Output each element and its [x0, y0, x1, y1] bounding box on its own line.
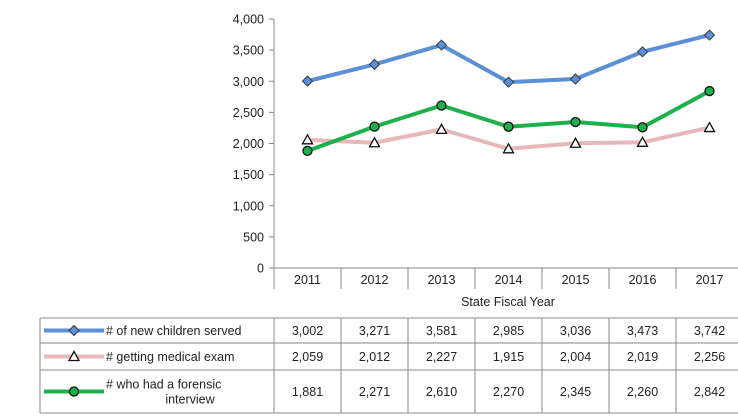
table-cell-value: 2,985	[493, 324, 524, 338]
series-group	[301, 29, 716, 157]
x-axis-title: State Fiscal Year	[461, 295, 555, 309]
table-cell-value: 3,742	[694, 324, 725, 338]
table-cell-value: 1,881	[292, 385, 323, 399]
table-cell-value: 2,345	[560, 385, 591, 399]
y-axis: 0 500 1,000 1,500 2,000 2,500 3,000 3,500 4,000	[233, 13, 275, 276]
table-cell-value: 2,842	[694, 385, 725, 399]
y-tick-label: 1,000	[233, 199, 264, 213]
data-point	[502, 76, 515, 88]
data-point	[503, 121, 514, 132]
y-tick-label: 4,000	[233, 13, 264, 27]
legend-key-marker	[68, 324, 80, 337]
x-tick-label: 2017	[696, 273, 724, 287]
data-point	[569, 136, 582, 148]
table-cell-value: 2,004	[560, 350, 591, 364]
data-point	[369, 121, 380, 132]
data-point	[436, 100, 447, 111]
series-line	[307, 33, 710, 85]
series-3	[302, 85, 715, 157]
table-cell-value: 3,036	[560, 324, 591, 338]
data-point	[636, 46, 649, 58]
data-point	[703, 29, 716, 41]
series-2	[301, 121, 716, 154]
table-cell-value: 1,915	[493, 350, 524, 364]
data-point	[570, 116, 581, 128]
table-cell-value: 3,473	[627, 324, 658, 338]
data-point	[302, 145, 313, 157]
table-cell-value: 3,581	[426, 324, 457, 338]
table-cell-value: 2,270	[493, 385, 524, 399]
data-point	[435, 39, 448, 51]
table-cell-value: 2,227	[426, 350, 457, 364]
data-point	[301, 133, 314, 145]
x-tick-label: 2015	[562, 273, 590, 287]
legend-label: # of new children served	[106, 324, 242, 338]
data-point	[301, 75, 314, 87]
y-tick-label: 1,500	[233, 168, 264, 182]
data-point	[368, 136, 381, 148]
table-cell-value: 2,012	[359, 350, 390, 364]
legend-key	[44, 324, 104, 337]
data-point	[703, 121, 716, 133]
legend-label: interview	[165, 393, 215, 407]
x-tick-label: 2016	[629, 273, 657, 287]
data-point	[569, 73, 582, 85]
x-tick-label: 2012	[361, 273, 389, 287]
x-tick-label: 2011	[294, 273, 321, 287]
table-cell-value: 2,019	[627, 350, 658, 364]
y-tick-label: 3,000	[233, 75, 264, 89]
y-tick-label: 0	[257, 262, 264, 276]
y-tick-label: 3,500	[233, 44, 264, 58]
data-point	[636, 135, 649, 147]
legend-key	[44, 350, 104, 362]
legend-key-marker	[68, 386, 80, 397]
legend-label: # who had a forensic	[106, 378, 221, 392]
legend-key	[44, 386, 104, 397]
y-tick-label: 2,000	[233, 137, 264, 151]
table-cell-value: 2,059	[292, 350, 323, 364]
data-table: 2011 2012 2013 2014 2015 2016 2017 # of new chi…	[39, 267, 738, 414]
data-point	[435, 123, 448, 135]
table-cell-value: 3,002	[292, 324, 323, 338]
x-tick-label: 2013	[428, 273, 456, 287]
data-point	[637, 122, 648, 133]
table-cell-value: 2,271	[359, 385, 390, 399]
data-point	[368, 58, 381, 71]
y-tick-label: 500	[243, 230, 264, 244]
table-cell-value: 2,610	[426, 385, 457, 399]
table-cell-value: 2,260	[627, 385, 658, 399]
series-1	[301, 29, 716, 88]
legend-label: # getting medical exam	[106, 350, 235, 364]
data-point	[704, 85, 715, 97]
y-tick-label: 2,500	[233, 106, 264, 120]
data-point	[502, 142, 515, 154]
table-cell-value: 2,256	[694, 350, 725, 364]
table-cell-value: 3,271	[359, 324, 390, 338]
legend-key-marker	[67, 350, 81, 362]
x-tick-label: 2014	[495, 273, 523, 287]
